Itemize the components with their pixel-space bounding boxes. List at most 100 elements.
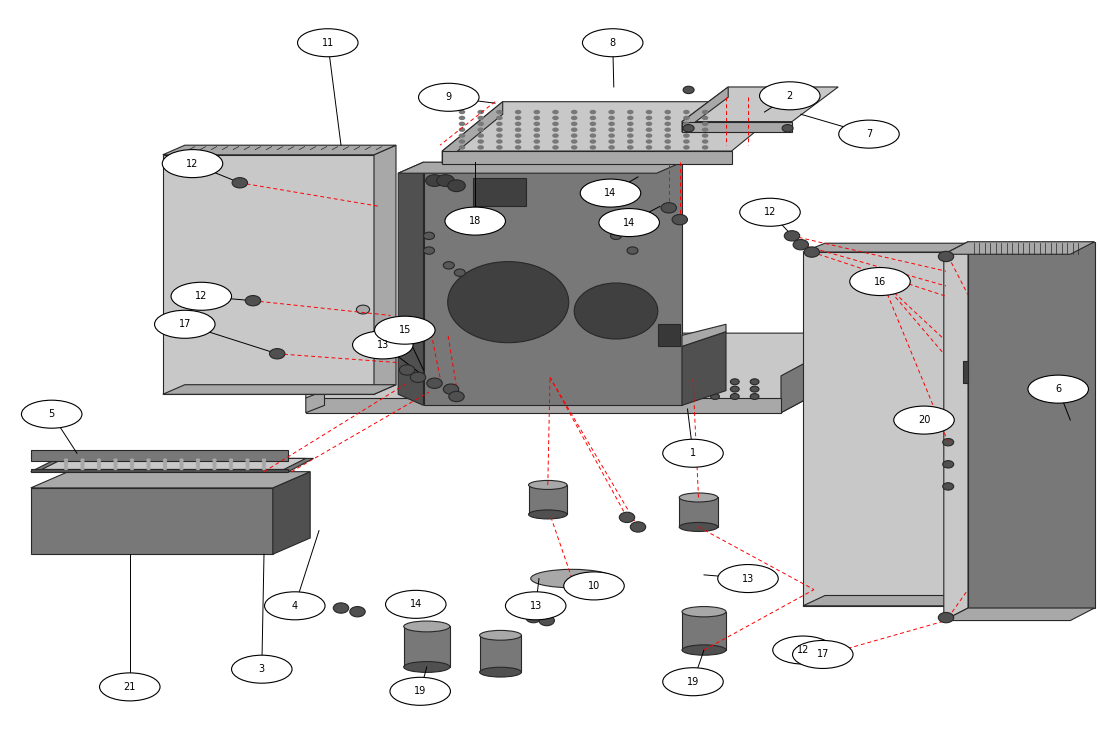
Circle shape xyxy=(750,394,759,399)
Circle shape xyxy=(571,139,578,144)
Circle shape xyxy=(80,467,85,470)
Circle shape xyxy=(80,463,85,466)
Text: 14: 14 xyxy=(409,599,422,609)
Circle shape xyxy=(646,122,652,126)
Circle shape xyxy=(97,465,101,468)
Polygon shape xyxy=(442,102,792,151)
Circle shape xyxy=(590,116,596,120)
Circle shape xyxy=(515,128,521,132)
Ellipse shape xyxy=(265,592,326,620)
Circle shape xyxy=(437,175,454,186)
Text: 11: 11 xyxy=(321,38,334,48)
Polygon shape xyxy=(658,324,680,346)
Polygon shape xyxy=(962,361,968,383)
Text: 18: 18 xyxy=(469,216,482,226)
Polygon shape xyxy=(480,635,521,672)
Circle shape xyxy=(477,145,484,150)
Circle shape xyxy=(590,139,596,144)
Circle shape xyxy=(664,122,671,126)
Ellipse shape xyxy=(232,655,293,683)
Polygon shape xyxy=(31,472,310,488)
Circle shape xyxy=(590,145,596,150)
Polygon shape xyxy=(781,346,836,413)
Ellipse shape xyxy=(581,179,640,207)
Circle shape xyxy=(730,386,739,392)
Circle shape xyxy=(163,463,167,466)
Ellipse shape xyxy=(893,406,955,434)
Polygon shape xyxy=(473,178,526,206)
Circle shape xyxy=(943,483,954,490)
Circle shape xyxy=(804,247,820,257)
Text: 13: 13 xyxy=(376,340,389,350)
Ellipse shape xyxy=(418,83,478,111)
Ellipse shape xyxy=(1027,375,1089,403)
Text: 14: 14 xyxy=(604,188,617,198)
Circle shape xyxy=(711,386,719,392)
Text: 20: 20 xyxy=(917,415,931,425)
Circle shape xyxy=(590,110,596,114)
Ellipse shape xyxy=(444,207,505,235)
Polygon shape xyxy=(803,252,948,606)
Circle shape xyxy=(356,305,370,314)
Circle shape xyxy=(229,463,233,466)
Circle shape xyxy=(938,251,954,262)
Circle shape xyxy=(232,178,248,188)
Text: 4: 4 xyxy=(292,601,298,611)
Text: 17: 17 xyxy=(816,649,829,660)
Circle shape xyxy=(496,128,503,132)
Circle shape xyxy=(683,145,690,150)
Polygon shape xyxy=(398,162,424,405)
Ellipse shape xyxy=(505,592,565,620)
Text: 14: 14 xyxy=(623,217,636,228)
Circle shape xyxy=(683,133,690,138)
Circle shape xyxy=(571,110,578,114)
Polygon shape xyxy=(31,488,273,554)
Circle shape xyxy=(196,467,200,470)
Circle shape xyxy=(571,133,578,138)
Circle shape xyxy=(571,145,578,150)
Circle shape xyxy=(212,465,217,468)
Circle shape xyxy=(262,465,266,468)
Circle shape xyxy=(943,439,954,446)
Circle shape xyxy=(534,110,540,114)
Circle shape xyxy=(664,139,671,144)
Circle shape xyxy=(212,467,217,470)
Circle shape xyxy=(146,467,151,470)
Circle shape xyxy=(262,458,266,461)
Ellipse shape xyxy=(22,400,81,428)
Circle shape xyxy=(454,269,465,276)
Circle shape xyxy=(229,467,233,470)
Circle shape xyxy=(669,363,717,396)
Polygon shape xyxy=(680,497,717,527)
Circle shape xyxy=(571,122,578,126)
Ellipse shape xyxy=(682,607,726,617)
Circle shape xyxy=(477,128,484,132)
Ellipse shape xyxy=(759,82,820,110)
Circle shape xyxy=(146,458,151,461)
Circle shape xyxy=(179,458,184,461)
Circle shape xyxy=(552,128,559,132)
Polygon shape xyxy=(682,122,792,132)
Circle shape xyxy=(477,116,484,120)
Circle shape xyxy=(64,461,68,464)
Circle shape xyxy=(245,296,261,306)
Circle shape xyxy=(664,116,671,120)
Circle shape xyxy=(784,231,800,241)
Circle shape xyxy=(938,612,954,623)
Text: 15: 15 xyxy=(398,325,411,335)
Circle shape xyxy=(646,128,652,132)
Circle shape xyxy=(496,145,503,150)
Circle shape xyxy=(874,276,890,287)
Circle shape xyxy=(627,122,634,126)
Polygon shape xyxy=(273,472,310,554)
Circle shape xyxy=(350,607,365,617)
Polygon shape xyxy=(968,242,1094,608)
Circle shape xyxy=(459,110,465,114)
Text: 12: 12 xyxy=(186,158,199,169)
Circle shape xyxy=(245,465,250,468)
Circle shape xyxy=(146,465,151,468)
Circle shape xyxy=(750,379,759,385)
Circle shape xyxy=(113,461,118,464)
Circle shape xyxy=(130,463,134,466)
Ellipse shape xyxy=(404,621,450,632)
